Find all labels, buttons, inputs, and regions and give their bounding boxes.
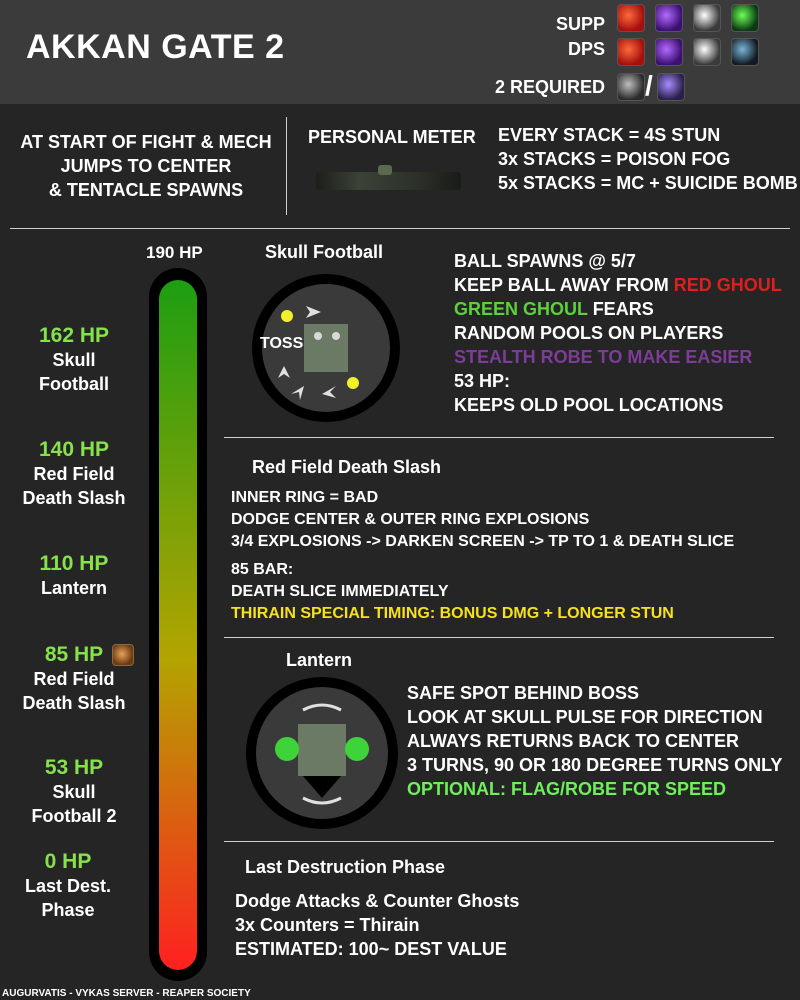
personal-meter-bar [316, 172, 461, 190]
hp-bar-fill [159, 280, 197, 970]
skull-football-diagram: TOSS [252, 274, 400, 422]
lantern-diagram [246, 677, 398, 829]
purple-potion-icon [655, 4, 683, 32]
start-text: AT START OF FIGHT & MECH JUMPS TO CENTER… [20, 132, 272, 200]
arrow-icon [278, 366, 290, 378]
skull-football-line-part: KEEP BALL AWAY FROM [454, 275, 674, 295]
last-phase-notes: Dodge Attacks & Counter Ghosts 3x Counte… [235, 891, 520, 959]
white-bomb-icon [693, 4, 721, 32]
stack-list: EVERY STACK = 4S STUN 3x STACKS = POISON… [498, 125, 798, 193]
red-scroll-icon [617, 38, 645, 66]
arrow-icon [291, 386, 304, 400]
skull-football-line: 53 HP: [454, 369, 782, 393]
green-potion-icon [731, 4, 759, 32]
skull-football-line: BALL SPAWNS @ 5/7 [454, 249, 782, 273]
footer-credit: AUGURVATIS - VYKAS SERVER - REAPER SOCIE… [2, 988, 251, 999]
meter-title: PERSONAL METER [308, 127, 476, 147]
arrow-icon [306, 306, 321, 318]
required-label: 2 REQUIRED [494, 77, 605, 97]
hp-top-label: 190 HP [146, 243, 203, 262]
skull-football-line-part: 53 HP: [454, 371, 511, 391]
ball-marker [281, 310, 293, 322]
skull-football-title: Skull Football [265, 242, 384, 262]
toss-label: TOSS [260, 335, 304, 352]
skull-football-line: RANDOM POOLS ON PLAYERS [454, 321, 782, 345]
intro-divider-line [10, 228, 790, 229]
dark-bomb-icon [731, 38, 759, 66]
last-phase-title: Last Destruction Phase [245, 857, 446, 877]
death-slash-notes: INNER RING = BAD DODGE CENTER & OUTER RI… [231, 487, 734, 625]
milestone-53: 53 HP Skull Football 2 [31, 756, 117, 826]
lantern-optional-note: OPTIONAL: FLAG/ROBE FOR SPEED [407, 779, 727, 799]
boss-portrait [304, 324, 348, 372]
skull-football-line: STEALTH ROBE TO MAKE EASIER [454, 345, 782, 369]
required-separator: / [645, 70, 653, 101]
thirain-timing-note: THIRAIN SPECIAL TIMING: BONUS DMG + LONG… [231, 605, 674, 622]
robe-icon [657, 73, 685, 101]
skull-football-line-part: FEARS [587, 299, 654, 319]
rotate-arrow-icon [302, 703, 342, 712]
lantern-title: Lantern [286, 650, 353, 670]
page-title: AKKAN GATE 2 [26, 28, 285, 66]
arrow-icon [322, 386, 336, 398]
red-scroll-icon [617, 4, 645, 32]
ball-marker [347, 377, 359, 389]
boss-eye [332, 332, 340, 340]
rotate-arrow-icon [302, 796, 342, 805]
milestone-0: 0 HP Last Dest. Phase [24, 850, 112, 920]
meter-marker-icon [378, 165, 392, 175]
milestone-162: 162 HP Skull Football [38, 324, 110, 394]
boss-eye [314, 332, 322, 340]
skull-football-line: GREEN GHOUL FEARS [454, 297, 782, 321]
death-slash-title: Red Field Death Slash [252, 457, 442, 477]
section-divider [224, 637, 774, 638]
skull-football-line: KEEPS OLD POOL LOCATIONS [454, 393, 782, 417]
lantern-notes: SAFE SPOT BEHIND BOSS LOOK AT SKULL PULS… [407, 683, 783, 799]
skull-football-line-part: GREEN GHOUL [454, 299, 588, 319]
purple-potion-icon [655, 38, 683, 66]
green-skull-icon [275, 737, 299, 761]
boss-portrait [298, 724, 346, 776]
skull-football-notes: BALL SPAWNS @ 5/7 KEEP BALL AWAY FROM RED… [454, 249, 782, 417]
intro-divider [286, 117, 287, 215]
section-divider [224, 841, 774, 842]
skull-football-line-part: KEEPS OLD POOL LOCATIONS [454, 395, 724, 415]
skull-football-line-part: BALL SPAWNS @ 5/7 [454, 251, 636, 271]
milestone-85: 85 HP Red Field Death Slash [22, 643, 126, 713]
flag-icon [617, 73, 645, 101]
section-divider [224, 437, 774, 438]
skull-football-line: KEEP BALL AWAY FROM RED GHOUL [454, 273, 782, 297]
skull-football-line-part: STEALTH ROBE TO MAKE EASIER [454, 347, 753, 367]
milestone-110: 110 HP Lantern [39, 552, 109, 598]
milestone-140: 140 HP Red Field Death Slash [22, 438, 126, 508]
green-skull-icon [345, 737, 369, 761]
skull-football-line-part: RED GHOUL [673, 275, 782, 295]
dps-label: DPS [567, 39, 605, 59]
direction-arrow-icon [303, 776, 341, 798]
thirain-skill-icon [112, 644, 134, 666]
white-bomb-icon [693, 38, 721, 66]
supp-label: SUPP [555, 14, 605, 34]
skull-football-line-part: RANDOM POOLS ON PLAYERS [454, 323, 724, 343]
